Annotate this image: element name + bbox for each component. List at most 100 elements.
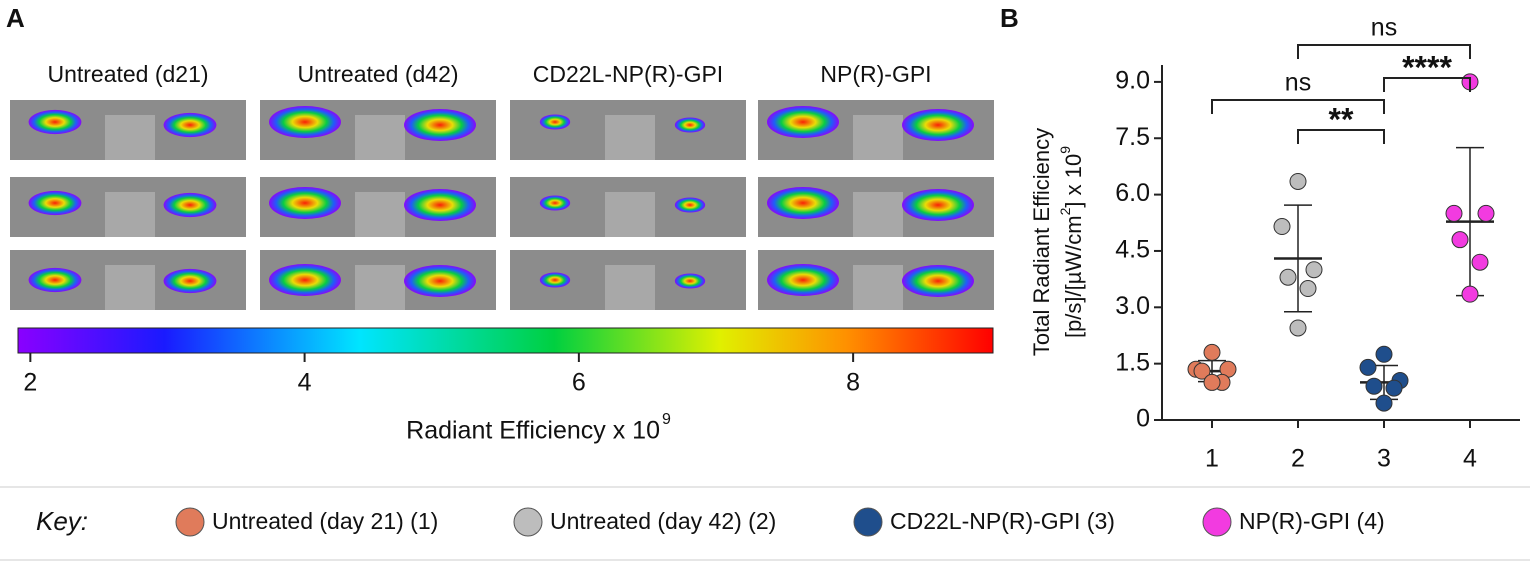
y-tick-label: 3.0 (1115, 292, 1150, 320)
signal (404, 109, 476, 141)
image-grid (10, 100, 994, 310)
image-shade (605, 115, 655, 160)
point (1359, 358, 1377, 376)
signal (539, 272, 571, 288)
legend-label: Untreated (day 21) (1) (212, 508, 438, 534)
signal (767, 264, 839, 296)
image-shade (853, 115, 903, 160)
point (1289, 172, 1307, 190)
signal (902, 189, 974, 221)
point (1203, 343, 1221, 361)
legend-label: CD22L-NP(R)-GPI (3) (890, 508, 1115, 534)
significance-label: **** (1402, 49, 1452, 85)
image-shade (853, 192, 903, 237)
signal (539, 195, 571, 211)
point (1289, 319, 1307, 337)
y-tick-label: 9.0 (1115, 67, 1150, 95)
significance-label: ns (1371, 14, 1397, 42)
signal (163, 268, 217, 294)
point (1445, 204, 1463, 222)
point (1385, 379, 1403, 397)
image-shade (105, 192, 155, 237)
significance-label: ** (1329, 101, 1354, 137)
y-axis-label: Total Radiant Efficiency (1029, 128, 1054, 356)
significance-bracket (1383, 77, 1471, 92)
y-axis-label-part: [p/s]/[µW/cm (1061, 215, 1086, 338)
x-tick-label: 3 (1377, 445, 1391, 473)
image-shade (355, 115, 405, 160)
panel-label: B (1000, 3, 1019, 33)
column-label: Untreated (d42) (297, 61, 458, 87)
y-tick-label: 1.5 (1115, 348, 1150, 376)
image-shade (105, 115, 155, 160)
point (1305, 261, 1323, 279)
signal (674, 117, 706, 133)
y-axis-label-part: ] x 10 (1061, 154, 1086, 208)
signal (767, 187, 839, 219)
column-label: Untreated (d21) (47, 61, 208, 87)
image-shade (105, 265, 155, 310)
x-tick-label: 2 (1291, 445, 1305, 473)
x-tick-label: 4 (298, 369, 312, 397)
signal (269, 187, 341, 219)
x-tick-label: 8 (846, 369, 860, 397)
point (1193, 362, 1211, 380)
y-axis-label-part: 2 (1057, 207, 1073, 215)
y-axis-label-part: 9 (1057, 146, 1073, 154)
x-tick-label: 1 (1205, 445, 1219, 473)
signal (28, 267, 82, 293)
point (1477, 204, 1495, 222)
legend-label: NP(R)-GPI (4) (1239, 508, 1385, 534)
y-tick-label: 0 (1136, 405, 1150, 433)
legend-marker (513, 507, 543, 537)
image-shade (355, 192, 405, 237)
point (1279, 268, 1297, 286)
x-axis-label-exponent: 9 (662, 411, 671, 428)
x-axis-label: Radiant Efficiency x 10 (406, 417, 660, 445)
point (1461, 285, 1479, 303)
image-shade (605, 192, 655, 237)
column-label: NP(R)-GPI (820, 61, 931, 87)
legend-marker (1202, 507, 1232, 537)
signal (163, 112, 217, 138)
y-axis-label: [p/s]/[µW/cm2] x 109 (1057, 146, 1086, 338)
x-tick-label: 4 (1463, 445, 1477, 473)
signal (269, 106, 341, 138)
y-tick-label: 4.5 (1115, 236, 1150, 264)
image-shade (605, 265, 655, 310)
image-shade (355, 265, 405, 310)
y-tick-label: 6.0 (1115, 179, 1150, 207)
panel-label: A (6, 3, 25, 33)
point (1471, 253, 1489, 271)
signal (404, 265, 476, 297)
signal (28, 190, 82, 216)
significance-bracket (1211, 99, 1385, 114)
point (1273, 218, 1291, 236)
signal (163, 192, 217, 218)
signal (404, 189, 476, 221)
point (1299, 280, 1317, 298)
point (1365, 377, 1383, 395)
key-title: Key: (36, 506, 88, 536)
signal (902, 265, 974, 297)
x-tick-label: 2 (23, 369, 37, 397)
legend-label: Untreated (day 42) (2) (550, 508, 776, 534)
signal (674, 197, 706, 213)
signal (28, 109, 82, 135)
significance-label: ns (1285, 69, 1311, 97)
legend-marker (175, 507, 205, 537)
point (1203, 373, 1221, 391)
point (1451, 231, 1469, 249)
column-label: CD22L-NP(R)-GPI (533, 61, 723, 87)
significance-bracket (1297, 44, 1471, 59)
signal (539, 114, 571, 130)
point (1375, 394, 1393, 412)
signal (902, 109, 974, 141)
y-tick-label: 7.5 (1115, 123, 1150, 151)
x-tick-label: 6 (572, 369, 586, 397)
image-shade (853, 265, 903, 310)
colorbar (17, 327, 994, 354)
legend-marker (853, 507, 883, 537)
signal (767, 106, 839, 138)
